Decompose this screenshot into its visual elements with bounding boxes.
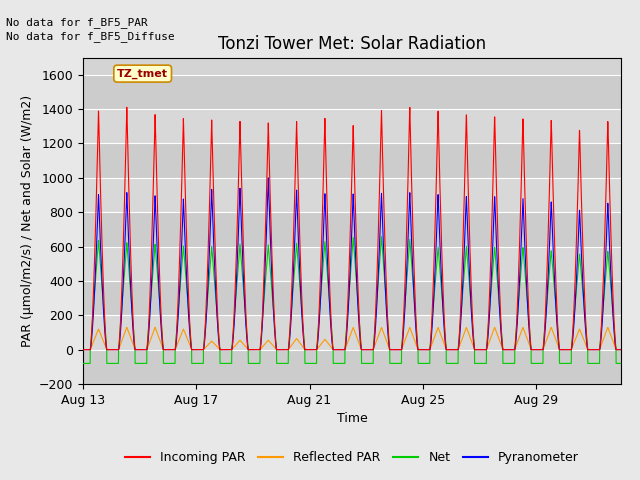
Bar [83,109,621,144]
Text: No data for f_BF5_PAR: No data for f_BF5_PAR [6,17,148,28]
Text: No data for f_BF5_Diffuse: No data for f_BF5_Diffuse [6,31,175,42]
Text: TZ_tmet: TZ_tmet [117,69,168,79]
Bar [83,247,621,281]
Bar [83,349,621,384]
Bar [83,281,621,315]
Bar [83,178,621,212]
Y-axis label: PAR (μmol/m2/s) / Net and Solar (W/m2): PAR (μmol/m2/s) / Net and Solar (W/m2) [20,95,33,347]
Bar [83,212,621,247]
Title: Tonzi Tower Met: Solar Radiation: Tonzi Tower Met: Solar Radiation [218,35,486,53]
Bar [83,144,621,178]
Legend: Incoming PAR, Reflected PAR, Net, Pyranometer: Incoming PAR, Reflected PAR, Net, Pyrano… [120,446,584,469]
Bar [83,315,621,349]
Bar [83,75,621,109]
X-axis label: Time: Time [337,412,367,425]
